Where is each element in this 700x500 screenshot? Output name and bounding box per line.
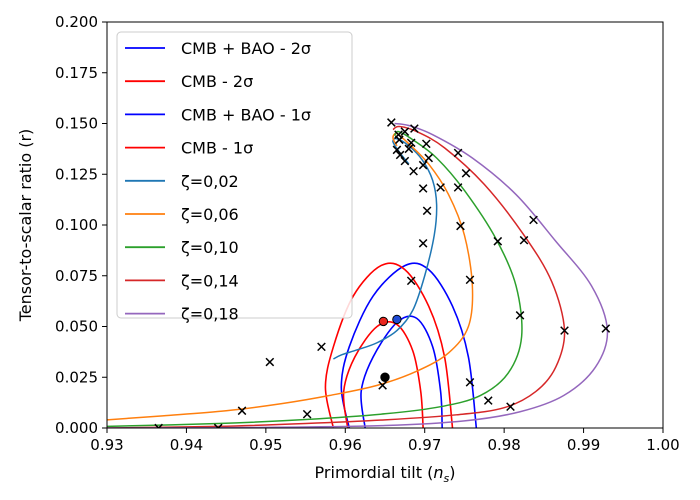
x-marker-2-2 <box>515 311 525 320</box>
legend-box <box>116 31 353 319</box>
x-marker-1-6 <box>404 144 414 154</box>
y-tick-label-0: 0.000 <box>55 419 98 437</box>
legend-label-4: ζ=0,02 <box>181 172 239 191</box>
x-marker-2-7 <box>394 130 403 139</box>
x-marker-0-4 <box>422 206 432 216</box>
legend-label-7: ζ=0,14 <box>181 271 239 290</box>
x-marker-2-3 <box>493 236 503 246</box>
y-axis-ticks: 0.000 0.025 0.050 0.075 0.100 0.125 0.150 0.175… <box>55 13 107 437</box>
x-marker-3-3 <box>519 235 529 245</box>
x-tick-label-3: 0.96 <box>329 436 362 454</box>
x-marker-4-1 <box>506 402 515 412</box>
legend-label-8: ζ=0,18 <box>181 305 239 324</box>
x-axis-ticks: 0.93 0.94 0.95 0.96 0.97 0.98 0.99 1.00 <box>90 428 680 454</box>
y-tick-label-1: 0.025 <box>55 368 98 386</box>
x-marker-4-2 <box>601 324 611 333</box>
x-marker-4-0 <box>213 423 223 428</box>
markers-layer <box>154 118 611 428</box>
x-marker-3-6 <box>400 127 410 136</box>
x-tick-label-7: 1.00 <box>646 436 679 454</box>
legend-label-5: ζ=0,06 <box>181 205 239 224</box>
x-marker-1-2 <box>465 275 475 285</box>
y-tick-label-2: 0.050 <box>55 318 98 336</box>
y-tick-label-7: 0.175 <box>55 64 98 82</box>
x-tick-label-6: 0.99 <box>567 436 600 454</box>
x-marker-0-0 <box>265 357 275 367</box>
x-marker-3-2 <box>560 326 569 335</box>
zeta-curve-4 <box>107 122 609 428</box>
series-layer <box>107 122 609 428</box>
x-tick-label-0: 0.93 <box>90 436 123 454</box>
best-fit-point-0 <box>378 316 389 327</box>
x-marker-4-3 <box>529 215 538 225</box>
x-marker-0-9 <box>392 145 402 155</box>
x-tick-label-2: 0.95 <box>249 436 282 454</box>
x-marker-0-6 <box>409 166 418 176</box>
x-marker-3-4 <box>461 168 471 178</box>
legend: CMB + BAO - 2σ CMB - 2σ CMB + BAO - 1σ CMB … <box>116 31 353 324</box>
contour-1 <box>324 262 454 428</box>
x-marker-2-4 <box>453 183 463 192</box>
legend-label-1: CMB - 2σ <box>181 72 253 91</box>
x-marker-3-1 <box>483 396 493 405</box>
zeta-curve-2 <box>107 130 523 428</box>
x-marker-0-7 <box>400 156 410 166</box>
y-tick-label-8: 0.200 <box>55 13 98 31</box>
x-marker-3-5 <box>421 139 431 149</box>
x-marker-2-6 <box>406 138 416 148</box>
x-marker-1-4 <box>436 183 445 192</box>
x-tick-label-1: 0.94 <box>170 436 203 454</box>
legend-label-6: ζ=0,10 <box>181 238 239 257</box>
best-fit-points <box>378 314 402 382</box>
x-marker-2-1 <box>465 377 475 387</box>
zeta-curve-1 <box>107 132 474 421</box>
x-tick-label-5: 0.98 <box>487 436 520 454</box>
contour-0 <box>340 262 478 428</box>
legend-label-3: CMB - 1σ <box>181 139 253 158</box>
y-tick-label-5: 0.125 <box>55 165 98 183</box>
x-marker-0-2 <box>406 276 416 286</box>
x-marker-2-0 <box>302 409 312 419</box>
x-marker-0-8 <box>395 150 405 160</box>
x-marker-2-5 <box>424 153 434 163</box>
x-marker-4-4 <box>453 148 463 158</box>
y-axis-label: Tensor-to-scalar ratio (r) <box>16 129 35 323</box>
best-fit-point-1 <box>392 314 402 325</box>
x-axis-label: Primordial tilt (ns) <box>315 463 456 485</box>
x-marker-1-3 <box>456 221 465 231</box>
x-marker-1-0 <box>237 406 247 416</box>
x-marker-0-1 <box>317 342 326 352</box>
zeta-curve-3 <box>107 125 566 428</box>
x-marker-0-5 <box>418 184 428 193</box>
x-tick-label-4: 0.97 <box>408 436 441 454</box>
y-tick-label-4: 0.100 <box>55 216 98 234</box>
legend-label-0: CMB + BAO - 2σ <box>181 39 311 58</box>
legend-label-2: CMB + BAO - 1σ <box>181 105 311 124</box>
x-marker-4-6 <box>387 118 396 127</box>
x-marker-3-0 <box>154 423 163 428</box>
x-marker-4-5 <box>410 124 419 133</box>
y-tick-label-6: 0.150 <box>55 115 98 133</box>
x-marker-1-5 <box>418 160 428 170</box>
best-fit-point-2 <box>380 372 390 382</box>
y-tick-label-3: 0.075 <box>55 267 98 285</box>
x-marker-0-3 <box>418 238 428 248</box>
x-marker-1-1 <box>378 381 387 390</box>
